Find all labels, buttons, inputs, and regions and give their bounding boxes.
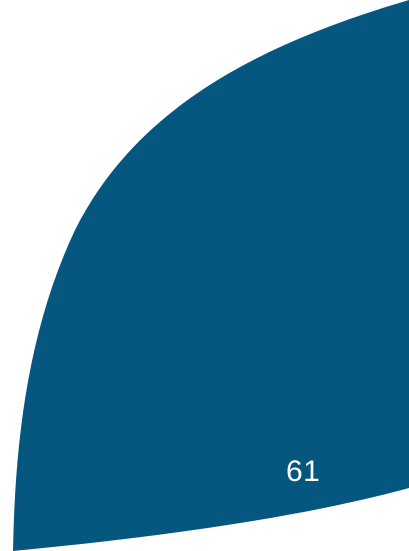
blue-curved-shape xyxy=(13,0,409,551)
page-number: 61 xyxy=(286,455,321,488)
